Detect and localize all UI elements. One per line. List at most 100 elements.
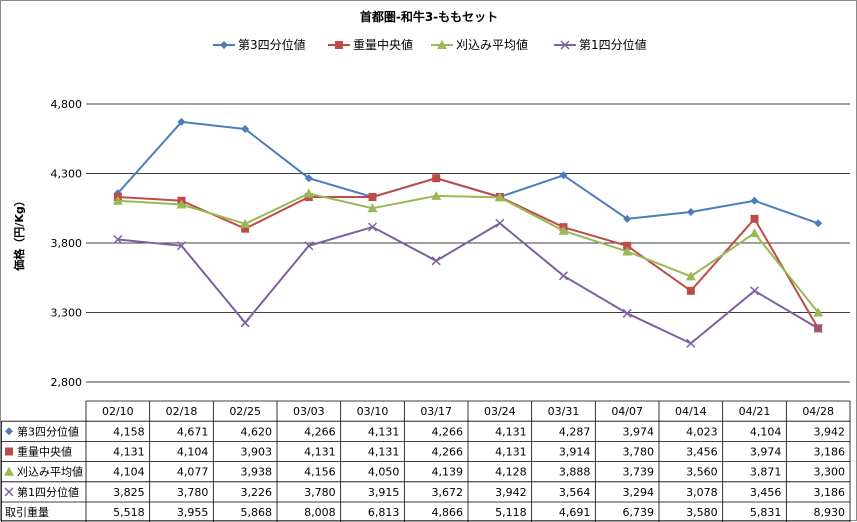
data-point <box>304 241 314 251</box>
data-point <box>176 241 187 251</box>
data-point <box>623 214 632 223</box>
data-point <box>432 174 441 183</box>
data-point <box>177 117 186 126</box>
data-table: 02/10 02/18 02/25 03/03 03/10 03/17 03/24 03/31… <box>1 400 851 522</box>
data-point <box>623 241 632 250</box>
table-cell: 4,266 <box>432 425 464 438</box>
table-cell: 3,564 <box>559 486 591 499</box>
legend-item: 重量中央値 <box>328 37 413 52</box>
legend: 第3四分位値 重量中央値 刈込み平均値 第1四分位値 <box>213 37 647 52</box>
legend-marker <box>335 41 343 49</box>
data-point <box>749 228 760 238</box>
table-cell: 4,131 <box>113 446 145 459</box>
table-header-cell: 02/18 <box>166 405 198 418</box>
table-cell: 6,739 <box>623 506 655 519</box>
table-cell: 4,266 <box>432 446 464 459</box>
series-line <box>117 120 819 225</box>
table-cell: 4,266 <box>304 425 336 438</box>
series-line <box>117 192 819 314</box>
series <box>113 218 823 348</box>
table-cell: 3,915 <box>368 486 400 499</box>
table-cell: 3,078 <box>686 486 718 499</box>
legend-item: 第3四分位値 <box>213 37 306 52</box>
table-cell: 5,831 <box>750 506 782 519</box>
data-point <box>176 199 187 209</box>
data-point <box>113 234 123 245</box>
legend-item: 第1四分位値 <box>554 37 647 52</box>
table-cell: 4,104 <box>750 425 782 438</box>
table-header-cell: 04/07 <box>611 405 643 418</box>
data-point <box>431 190 442 200</box>
table-row: 重量中央値 4,131 4,104 3,903 4,131 4,131 4,266 4,131… <box>5 445 845 459</box>
table-cell: 4,104 <box>113 466 145 479</box>
table-cell: 4,671 <box>177 425 209 438</box>
table-legend-marker <box>4 487 14 497</box>
y-axis-ticks: 4,800 4,300 3,800 3,300 2,800 <box>51 98 83 389</box>
table-header-cell: 03/17 <box>420 405 452 418</box>
data-point <box>686 286 695 295</box>
data-point <box>240 318 250 328</box>
table-cell: 3,780 <box>177 486 209 499</box>
gridlines <box>86 103 850 383</box>
table-row-label: 重量中央値 <box>17 445 72 459</box>
y-tick-label: 3,800 <box>51 237 83 250</box>
legend-marker <box>560 40 570 50</box>
table-cell: 8,008 <box>304 506 336 519</box>
data-point <box>686 208 695 217</box>
table-row-label: 第1四分位値 <box>17 485 79 499</box>
table-cell: 4,104 <box>177 446 209 459</box>
table-cell: 4,023 <box>686 425 718 438</box>
legend-label: 第1四分位値 <box>579 37 647 52</box>
data-point <box>304 174 313 183</box>
table-cell: 3,974 <box>750 446 782 459</box>
y-tick-label: 4,800 <box>51 98 83 111</box>
chart-title: 首都圏-和牛3-ももセット <box>360 9 498 24</box>
table-header-cell: 02/10 <box>102 405 134 418</box>
table-cell: 3,825 <box>113 486 145 499</box>
table-cell: 4,158 <box>113 425 145 438</box>
table-cell: 3,888 <box>559 466 591 479</box>
data-point <box>750 196 759 205</box>
table-cell: 3,871 <box>750 466 782 479</box>
table-cell: 4,131 <box>495 446 527 459</box>
table-cell: 3,226 <box>241 486 273 499</box>
series-line <box>117 177 820 329</box>
data-point <box>814 219 823 228</box>
table-cell: 3,938 <box>241 466 273 479</box>
table-row: 第1四分位値 3,825 3,780 3,226 3,780 3,915 3,672 3,94… <box>4 485 845 499</box>
table-cell: 5,518 <box>113 506 145 519</box>
table-cell: 5,118 <box>495 506 527 519</box>
data-point <box>558 225 569 235</box>
table-cell: 3,560 <box>686 466 718 479</box>
table-header-cell: 04/28 <box>802 405 834 418</box>
table-row: 第3四分位値 4,158 4,671 4,620 4,266 4,131 4,266 4,13… <box>5 424 845 438</box>
table-row-label: 第3四分位値 <box>17 424 79 438</box>
data-point <box>368 192 377 201</box>
table-cell: 4,156 <box>304 466 336 479</box>
legend-label: 重量中央値 <box>353 37 413 52</box>
table-cell: 3,942 <box>495 486 527 499</box>
table-cell: 3,974 <box>623 425 655 438</box>
table-cell: 4,131 <box>304 446 336 459</box>
table-cell: 4,131 <box>368 425 400 438</box>
data-point <box>750 214 759 223</box>
table-cell: 3,914 <box>559 446 591 459</box>
table-cell: 4,131 <box>495 425 527 438</box>
table-cell: 4,620 <box>241 425 273 438</box>
data-point <box>241 125 250 134</box>
y-axis-label: 価格（円/Kg） <box>12 195 26 271</box>
legend-item: 刈込み平均値 <box>431 37 528 52</box>
table-cell: 3,300 <box>814 466 846 479</box>
table-cell: 3,294 <box>623 486 655 499</box>
table-cell: 3,739 <box>623 466 655 479</box>
table-row-label: 取引重量 <box>5 505 49 519</box>
table-cell: 3,672 <box>432 486 464 499</box>
table-row: 刈込み平均値 4,104 4,077 3,938 4,156 4,050 4,139 4,12… <box>4 466 845 479</box>
table-cell: 3,955 <box>177 506 209 519</box>
legend-marker <box>437 40 447 49</box>
series-lines <box>112 117 824 348</box>
table-cell: 3,580 <box>686 506 718 519</box>
table-cell: 3,456 <box>686 446 718 459</box>
table-row: 取引重量 5,518 3,955 5,868 8,008 6,813 4,866 5,118 4… <box>5 505 845 519</box>
